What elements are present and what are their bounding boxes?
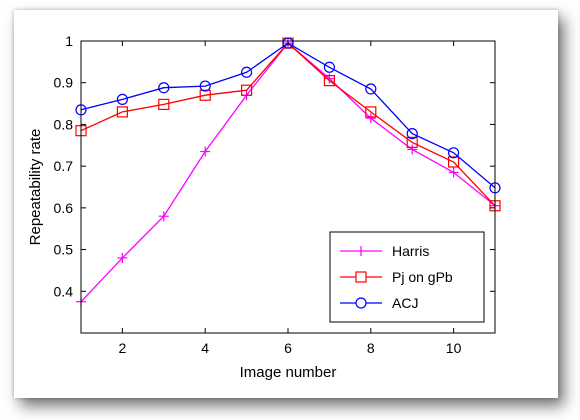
- data-point: [116, 93, 129, 106]
- data-point: [117, 252, 128, 263]
- data-point: [448, 147, 460, 159]
- x-tick-label: 4: [201, 340, 209, 356]
- data-point: [406, 128, 418, 140]
- data-point: [365, 106, 377, 118]
- y-tick-label: 0.5: [54, 242, 74, 258]
- data-point: [199, 80, 211, 92]
- data-point: [158, 82, 170, 94]
- y-tick-label: 0.7: [54, 158, 74, 174]
- x-tick-label: 6: [284, 340, 292, 356]
- y-tick-label: 1: [65, 33, 73, 49]
- data-point: [241, 84, 253, 96]
- x-tick-label: 8: [367, 340, 375, 356]
- data-point: [116, 106, 129, 118]
- x-tick-label: 2: [119, 340, 127, 356]
- data-point: [448, 156, 460, 168]
- y-tick-label: 0.4: [54, 283, 74, 299]
- legend: Harris Pj on gPb ACJ: [329, 231, 485, 323]
- x-axis-label: Image number: [240, 364, 337, 381]
- data-point: [241, 66, 253, 78]
- data-point: [406, 136, 418, 148]
- y-axis-label: Repeatability rate: [27, 129, 44, 246]
- legend-marker: [355, 271, 367, 283]
- legend-entry: Pj on gPb: [340, 269, 453, 285]
- data-point: [323, 61, 335, 73]
- legend-entry: ACJ: [340, 295, 418, 311]
- chart-axes: 2 4 6 8 10 0.4 0.5 0.6 0.7 0.8 0.9 1: [54, 33, 496, 356]
- legend-label: Harris: [392, 243, 429, 259]
- legend-label: Pj on gPb: [392, 269, 453, 285]
- data-point: [199, 89, 211, 101]
- y-tick-label: 0.9: [54, 75, 74, 91]
- y-tick-label: 0.6: [54, 200, 74, 216]
- data-point: [365, 113, 376, 124]
- data-point: [200, 146, 211, 157]
- legend-label: ACJ: [392, 295, 418, 311]
- data-point: [158, 211, 169, 222]
- y-tick-label: 0.8: [54, 116, 74, 132]
- data-point: [448, 167, 459, 178]
- data-point: [158, 98, 170, 111]
- x-tick-label: 10: [446, 340, 462, 356]
- legend-marker: [355, 297, 367, 309]
- legend-entry: Harris: [340, 243, 429, 259]
- data-point: [323, 75, 335, 87]
- data-point: [365, 83, 377, 95]
- data-point: [407, 144, 418, 155]
- data-point: [282, 37, 294, 49]
